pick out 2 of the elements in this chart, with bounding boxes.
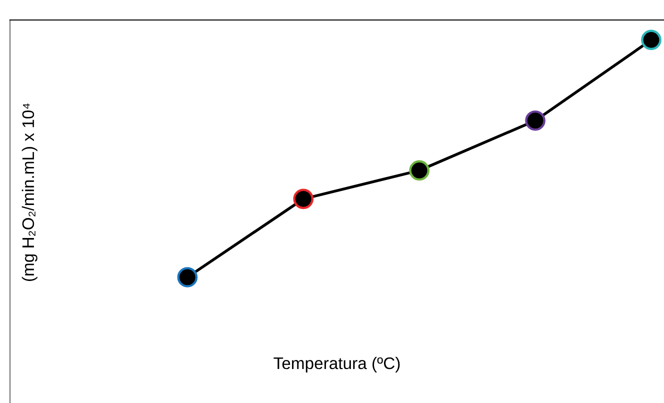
text: Temperatura (ºC) [274,356,400,372]
text: (mg H₂O₂/min.mL) x 10⁴ [22,103,38,282]
